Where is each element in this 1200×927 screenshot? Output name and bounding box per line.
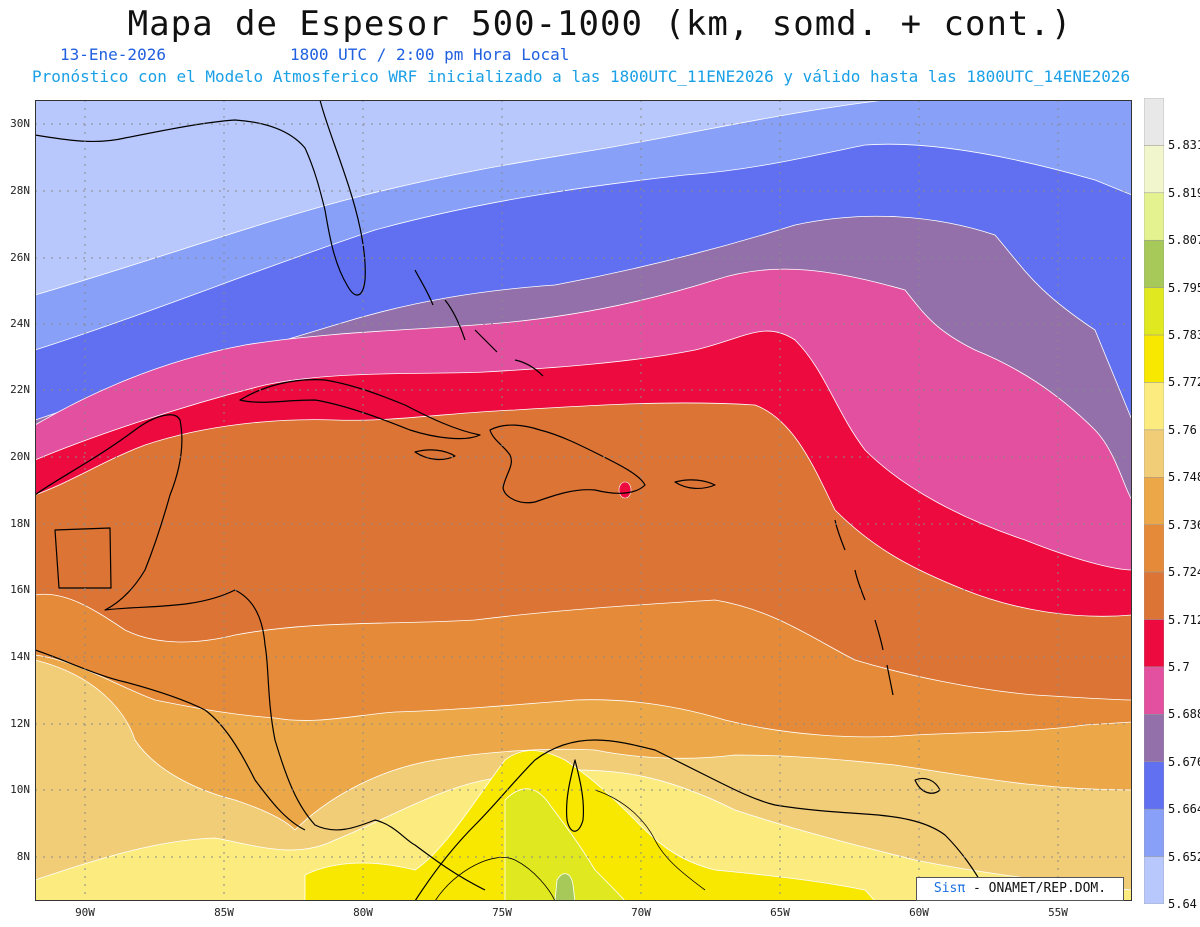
legend-swatch	[1144, 666, 1164, 715]
lon-label: 55W	[1048, 906, 1068, 919]
sispi-logo-text: Sisπ	[933, 881, 966, 896]
lat-label: 12N	[10, 717, 30, 730]
legend-swatch	[1144, 571, 1164, 620]
lon-label: 75W	[492, 906, 512, 919]
forecast-info: Pronóstico con el Modelo Atmosferico WRF…	[32, 67, 1131, 86]
coastlines	[35, 100, 991, 901]
legend-swatch	[1144, 761, 1164, 810]
legend-swatch	[1144, 524, 1164, 573]
legend-swatch	[1144, 98, 1164, 146]
band-5700-patch	[618, 481, 632, 499]
legend-swatch	[1144, 808, 1164, 857]
thickness-map	[35, 100, 1132, 901]
lon-label: 85W	[214, 906, 234, 919]
legend-swatch	[1144, 382, 1164, 431]
legend-value: 5.7	[1168, 659, 1190, 674]
legend-swatch	[1144, 239, 1164, 288]
legend-value: 5.664	[1168, 802, 1200, 817]
lon-label: 65W	[770, 906, 790, 919]
legend-swatch	[1144, 145, 1164, 194]
credit-box: Sisπ - ONAMET/REP.DOM.	[916, 877, 1124, 901]
legend-swatch	[1144, 477, 1164, 525]
lat-label: 20N	[10, 450, 30, 463]
lat-label: 22N	[10, 383, 30, 396]
lat-label: 8N	[16, 850, 30, 863]
lat-label: 26N	[10, 251, 30, 264]
lat-label: 14N	[10, 650, 30, 663]
legend-swatch	[1144, 192, 1164, 241]
forecast-date: 13-Ene-2026	[60, 45, 166, 64]
lon-label: 80W	[353, 906, 373, 919]
legend-value: 5.688	[1168, 707, 1200, 722]
legend-value: 5.831	[1168, 138, 1200, 153]
legend-value: 5.652	[1168, 849, 1200, 864]
lon-label: 70W	[631, 906, 651, 919]
legend-value: 5.772	[1168, 375, 1200, 390]
lat-lon-grid	[35, 100, 1132, 901]
legend-value: 5.712	[1168, 612, 1200, 627]
band-5795	[554, 873, 576, 901]
legend-swatch	[1144, 429, 1164, 478]
legend-value: 5.64	[1168, 897, 1197, 911]
legend-value: 5.783	[1168, 328, 1200, 343]
lat-label: 18N	[10, 517, 30, 530]
legend-value: 5.76	[1168, 422, 1197, 437]
lat-label: 28N	[10, 184, 30, 197]
lon-label: 90W	[75, 906, 95, 919]
legend-swatch	[1144, 856, 1164, 904]
forecast-time: 1800 UTC / 2:00 pm Hora Local	[290, 45, 570, 64]
legend-value: 5.724	[1168, 565, 1200, 580]
legend-swatch	[1144, 287, 1164, 336]
legend-value: 5.795	[1168, 280, 1200, 295]
band-5772	[304, 750, 876, 901]
credit-text: - ONAMET/REP.DOM.	[965, 881, 1107, 896]
legend-value: 5.748	[1168, 470, 1200, 485]
lat-label: 30N	[10, 117, 30, 130]
legend-value: 5.819	[1168, 185, 1200, 200]
legend-swatch	[1144, 334, 1164, 383]
legend-colorbar	[1144, 98, 1164, 904]
lat-label: 10N	[10, 783, 30, 796]
lat-label: 24N	[10, 317, 30, 330]
legend-swatch	[1144, 714, 1164, 763]
legend-swatch	[1144, 619, 1164, 668]
legend-value: 5.807	[1168, 233, 1200, 248]
legend-value: 5.736	[1168, 517, 1200, 532]
map-title: Mapa de Espesor 500-1000 (km, somd. + co…	[127, 4, 1073, 44]
lon-label: 60W	[909, 906, 929, 919]
lat-label: 16N	[10, 583, 30, 596]
legend-value: 5.676	[1168, 754, 1200, 769]
